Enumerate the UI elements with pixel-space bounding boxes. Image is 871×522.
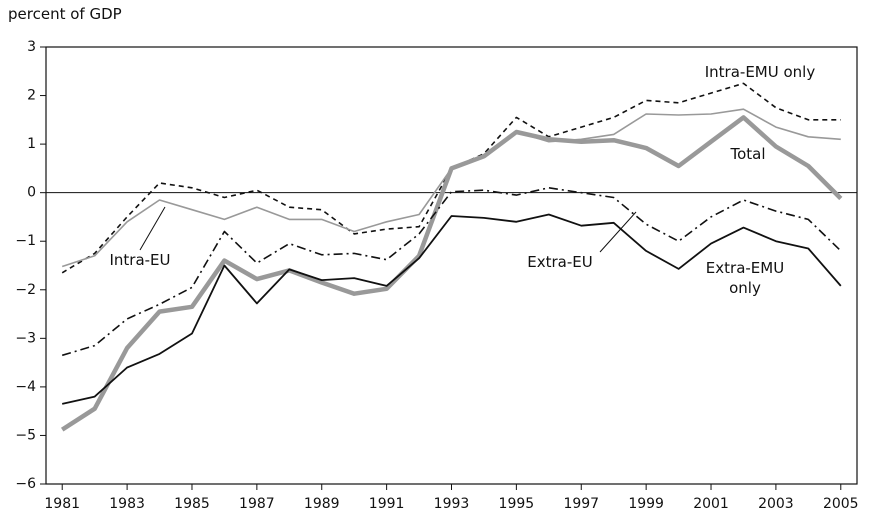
- x-tick-label: 2005: [823, 496, 859, 512]
- x-tick-label: 2001: [693, 496, 729, 512]
- y-tick-label: −1: [15, 233, 36, 249]
- series-line: [61, 82, 841, 274]
- x-tick-label: 1993: [434, 496, 470, 512]
- leader-line: [599, 211, 637, 253]
- series-line: [60, 115, 843, 432]
- series-label: Total: [730, 145, 766, 163]
- y-tick-label: 3: [27, 39, 36, 55]
- x-tick-label: 1985: [174, 496, 210, 512]
- series-label: Intra-EMU only: [704, 63, 816, 81]
- y-tick-label: 2: [27, 88, 36, 104]
- y-tick-label: −6: [15, 476, 36, 492]
- y-tick-label: −2: [15, 282, 36, 298]
- x-tick-label: 1983: [109, 496, 145, 512]
- y-tick-label: −4: [15, 379, 36, 395]
- y-axis-label: percent of GDP: [8, 5, 122, 23]
- series-label: Extra-EU: [527, 253, 593, 271]
- x-tick-label: 1991: [369, 496, 405, 512]
- series-line: [62, 213, 842, 405]
- x-tick-label: 1987: [239, 496, 275, 512]
- x-tick-label: 1995: [499, 496, 535, 512]
- x-tick-label: 2003: [758, 496, 794, 512]
- x-tick-label: 1989: [304, 496, 340, 512]
- x-tick-label: 1997: [563, 496, 599, 512]
- y-tick-label: −5: [15, 427, 36, 443]
- series-label: Extra-EMU only: [705, 259, 785, 297]
- y-tick-label: −3: [15, 330, 36, 346]
- y-tick-label: 1: [27, 136, 36, 152]
- x-tick-label: 1981: [44, 496, 80, 512]
- series-label: Intra-EU: [109, 251, 171, 269]
- y-tick-label: 0: [27, 185, 36, 201]
- leader-line: [139, 206, 166, 251]
- x-tick-label: 1999: [628, 496, 664, 512]
- series-line: [61, 187, 842, 357]
